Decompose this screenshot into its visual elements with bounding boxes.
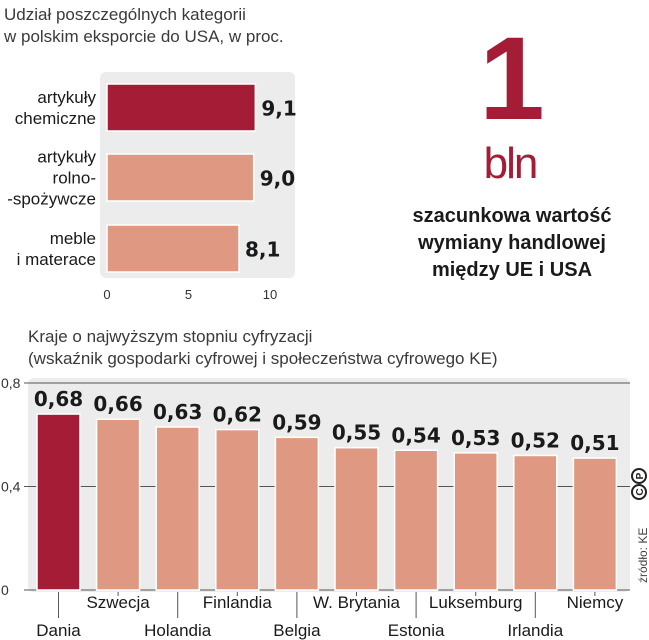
data-label: 9,0 [260, 167, 295, 191]
data-label: 0,68 [34, 387, 83, 411]
headline-description-line: wymiany handlowej [418, 232, 606, 254]
chart-title: Kraje o najwyższym stopniu cyfryzacji [28, 327, 312, 346]
category-label: artykuły [37, 148, 96, 167]
category-label: W. Brytania [313, 593, 400, 612]
category-label: rolno- [53, 169, 96, 188]
headline-description-line: między UE i USA [431, 259, 593, 281]
bar [106, 153, 255, 202]
category-label: Holandia [144, 621, 212, 640]
bar [513, 454, 558, 591]
category-label: Niemcy [567, 593, 624, 612]
logo-letter: P [635, 472, 646, 479]
bar [334, 446, 379, 591]
data-label: 0,51 [570, 431, 619, 455]
category-label: -spożywcze [7, 190, 96, 209]
chart-title: w polskim eksporcie do USA, w proc. [3, 27, 284, 46]
chart-title: Udział poszczególnych kategorii [4, 5, 246, 24]
tick-label: 0,4 [1, 479, 21, 495]
logo-letter: C [635, 488, 646, 495]
logo-mark [631, 484, 647, 500]
data-label: 0,66 [93, 392, 142, 416]
bar [393, 449, 439, 591]
category-label: Irlandia [507, 621, 563, 640]
category-label: Szwecja [86, 593, 150, 612]
bar [95, 418, 141, 591]
category-label: Estonia [388, 621, 445, 640]
tick-label: 10 [263, 287, 277, 302]
data-label: 8,1 [245, 238, 280, 262]
data-label: 9,1 [261, 97, 296, 121]
headline-number: 1 [479, 13, 545, 145]
data-label: 0,59 [272, 410, 321, 434]
category-label: Dania [36, 621, 81, 640]
bar [453, 452, 498, 591]
tick-label: 0,8 [1, 375, 21, 391]
headline-unit: bln [483, 139, 539, 188]
data-label: 0,55 [332, 421, 381, 445]
headline-description-line: szacunkowa wartość [412, 205, 612, 227]
category-label: Belgia [273, 621, 321, 640]
bar [106, 83, 257, 132]
bar [572, 457, 618, 591]
publisher-logo: CP [631, 468, 647, 500]
tick-label: 0 [1, 582, 9, 598]
source-note: źródło: KE [636, 528, 649, 583]
data-label: 0,54 [391, 423, 440, 447]
tick-label: 5 [185, 287, 192, 302]
headline-description: szacunkowa wartość wymiany handlowej mię… [380, 203, 644, 284]
category-label: i materace [17, 250, 96, 269]
chart-title: (wskaźnik gospodarki cyfrowej i społecze… [28, 349, 498, 368]
bar [106, 224, 240, 273]
tick-label: 0 [103, 287, 110, 302]
bar [215, 428, 260, 591]
category-label: Finlandia [203, 593, 273, 612]
logo-mark [631, 468, 647, 484]
bar [274, 436, 320, 591]
data-label: 0,63 [153, 400, 202, 424]
bar [155, 426, 200, 591]
category-label: meble [50, 229, 96, 248]
category-label: chemiczne [15, 109, 96, 128]
category-label: artykuły [37, 88, 96, 107]
category-label: Luksemburg [429, 593, 523, 612]
data-label: 0,62 [213, 403, 262, 427]
data-label: 0,52 [511, 428, 560, 452]
data-label: 0,53 [451, 426, 500, 450]
bar [36, 413, 81, 591]
